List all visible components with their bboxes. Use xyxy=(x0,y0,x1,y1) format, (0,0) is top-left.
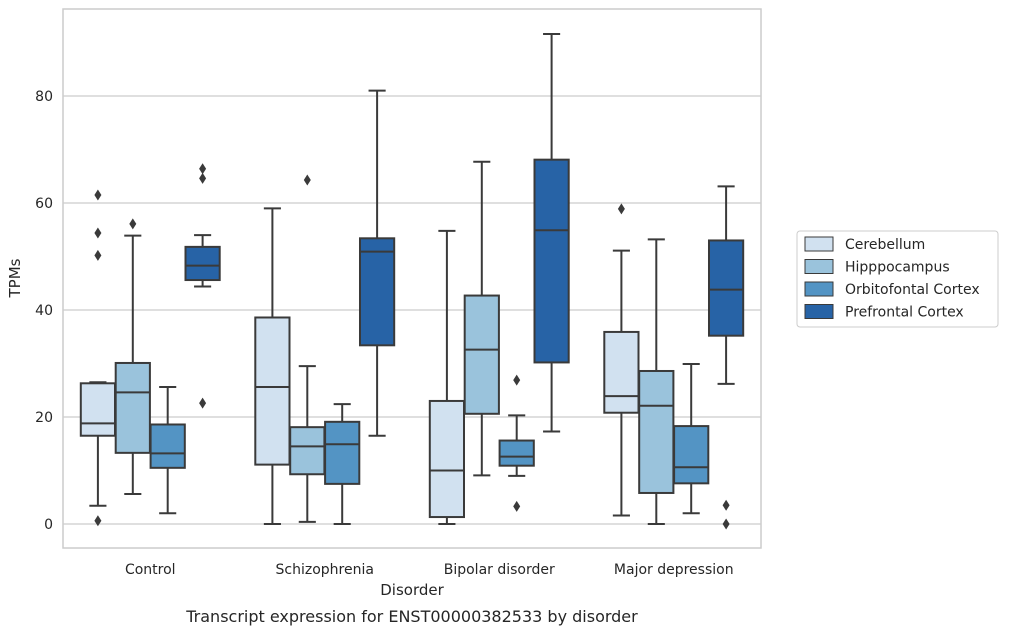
box-iqr xyxy=(463,294,500,415)
legend-frame xyxy=(796,230,999,328)
legend-swatch xyxy=(804,236,834,252)
box-iqr xyxy=(673,425,710,485)
box-orbitofontal-cortex-major-depression xyxy=(673,363,710,515)
legend-item: Orbitofontal Cortex xyxy=(804,281,980,298)
box-orbitofontal-cortex-bipolar-disorder xyxy=(498,374,535,512)
legend-swatch xyxy=(804,281,834,297)
outlier-point xyxy=(303,174,311,186)
y-tick-label: 0 xyxy=(44,517,53,533)
legend-swatch xyxy=(804,259,834,274)
outlier-point xyxy=(722,518,730,530)
x-tick-labels: Control Schizophrenia Bipolar disorder Majo… xyxy=(125,562,734,578)
box-prefrontal-cortex-schizophrenia xyxy=(358,89,396,437)
box-prefrontal-cortex-bipolar-disorder xyxy=(533,32,570,433)
outlier-point xyxy=(94,249,102,261)
boxes xyxy=(79,32,745,530)
box-orbitofontal-cortex-control xyxy=(149,386,186,515)
box-prefrontal-cortex-major-depression xyxy=(707,185,745,530)
box-iqr xyxy=(638,369,675,494)
box-hipppocampus-major-depression xyxy=(638,238,675,525)
outlier-point xyxy=(94,515,102,527)
legend-label: Orbitofontal Cortex xyxy=(845,282,980,298)
outlier-point xyxy=(199,172,207,184)
box-cerebellum-schizophrenia xyxy=(254,207,291,525)
y-tick-label: 20 xyxy=(35,410,53,426)
legend: Cerebellum Hipppocampus Orbitofontal Corte… xyxy=(796,230,999,328)
box-cerebellum-major-depression xyxy=(603,203,640,517)
box-iqr xyxy=(498,439,535,467)
box-cerebellum-control xyxy=(79,189,117,527)
outlier-point xyxy=(199,397,207,409)
box-iqr xyxy=(254,316,291,466)
box-orbitofontal-cortex-schizophrenia xyxy=(324,403,361,525)
box-iqr xyxy=(149,423,186,469)
box-iqr xyxy=(79,382,117,437)
box-hipppocampus-bipolar-disorder xyxy=(463,160,500,477)
x-axis-label: Disorder xyxy=(380,581,444,599)
outlier-point xyxy=(129,218,137,230)
y-tick-label: 60 xyxy=(35,196,53,212)
y-tick-label: 40 xyxy=(35,303,53,319)
box-iqr xyxy=(428,399,466,519)
x-tick-label: Schizophrenia xyxy=(276,562,374,578)
outlier-point xyxy=(722,499,730,511)
chart-caption: Transcript expression for ENST0000038253… xyxy=(185,607,638,626)
box-iqr xyxy=(289,426,326,476)
outlier-point xyxy=(513,374,521,386)
box-iqr xyxy=(603,330,640,414)
x-tick-label: Control xyxy=(125,562,176,578)
legend-item: Prefrontal Cortex xyxy=(804,304,964,321)
legend-label: Prefrontal Cortex xyxy=(845,305,964,321)
box-iqr xyxy=(707,239,745,337)
outlier-point xyxy=(617,203,625,215)
box-iqr xyxy=(533,158,570,364)
x-tick-label: Major depression xyxy=(614,562,734,578)
legend-swatch xyxy=(804,304,834,319)
y-axis-label: TPMs xyxy=(6,258,24,298)
box-hipppocampus-schizophrenia xyxy=(289,174,326,523)
box-cerebellum-bipolar-disorder xyxy=(428,229,466,525)
legend-item: Cerebellum xyxy=(804,236,925,253)
legend-item: Hipppocampus xyxy=(804,259,950,276)
box-iqr xyxy=(114,361,151,454)
y-tick-labels: 0 20 40 60 80 xyxy=(35,89,53,533)
box-iqr xyxy=(324,420,361,485)
box-iqr xyxy=(184,245,221,282)
box-prefrontal-cortex-control xyxy=(184,163,221,409)
plot-frame xyxy=(62,8,762,549)
y-tick-label: 80 xyxy=(35,89,53,105)
legend-label: Cerebellum xyxy=(845,237,925,253)
box-iqr xyxy=(358,237,396,347)
outlier-point xyxy=(513,500,521,512)
outlier-point xyxy=(199,163,207,175)
outlier-point xyxy=(94,227,102,239)
box-hipppocampus-control xyxy=(114,218,151,496)
outlier-point xyxy=(94,189,102,201)
x-tick-label: Bipolar disorder xyxy=(444,562,555,578)
legend-label: Hipppocampus xyxy=(845,260,950,276)
